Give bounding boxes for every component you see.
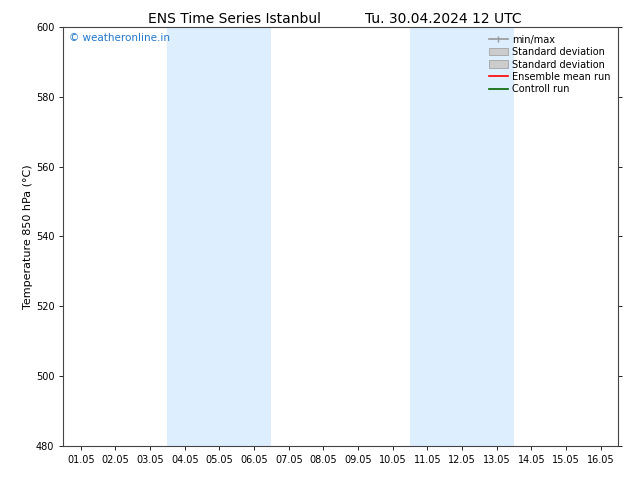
- Y-axis label: Temperature 850 hPa (°C): Temperature 850 hPa (°C): [23, 164, 33, 309]
- Text: © weatheronline.in: © weatheronline.in: [69, 33, 170, 43]
- Bar: [410, 27, 514, 446]
- Text: Tu. 30.04.2024 12 UTC: Tu. 30.04.2024 12 UTC: [365, 12, 522, 26]
- Bar: [167, 27, 271, 446]
- Text: ENS Time Series Istanbul: ENS Time Series Istanbul: [148, 12, 321, 26]
- Legend: min/max, Standard deviation, Standard deviation, Ensemble mean run, Controll run: min/max, Standard deviation, Standard de…: [486, 32, 613, 98]
